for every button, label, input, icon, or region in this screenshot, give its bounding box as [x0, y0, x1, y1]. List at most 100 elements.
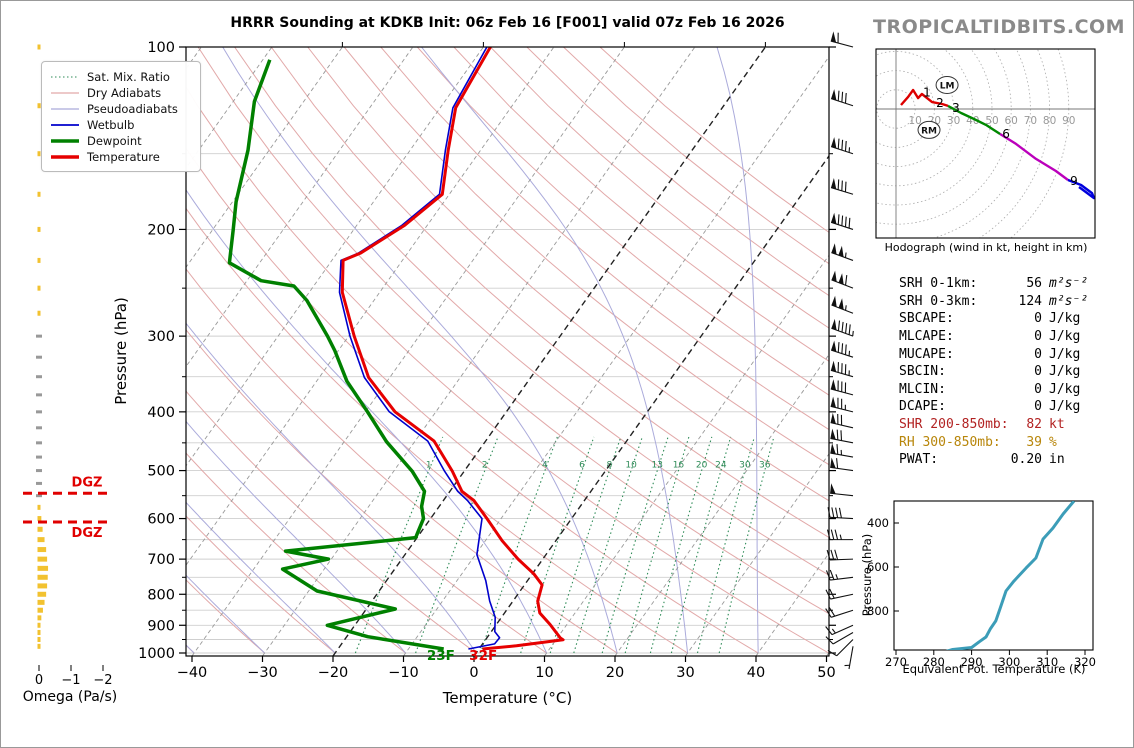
omega-bar: [37, 526, 43, 532]
wind-barb: [825, 569, 854, 581]
barb-stem: [830, 146, 854, 155]
barb-half: [835, 574, 839, 580]
temperature-tick-label: 50: [817, 665, 835, 681]
barb-full: [829, 569, 835, 580]
stat-row-mlcape: MLCAPE: 0 J/kg: [899, 328, 1101, 346]
barb-flag: [831, 340, 837, 352]
barb-flag: [831, 178, 837, 190]
dry-adiabat-line: [490, 47, 829, 329]
dry-adiabat-line: [186, 328, 547, 654]
barb-full: [845, 323, 848, 334]
wind-barb: [830, 412, 854, 429]
barb-full: [826, 549, 831, 561]
isotherm-line: [332, 47, 766, 656]
temperature-tick-label: 20: [606, 665, 624, 681]
isotherm-line: [186, 47, 555, 566]
barb-full: [841, 139, 844, 151]
stat-label: PWAT:: [899, 452, 939, 468]
mixing-ratio-line: [415, 436, 499, 654]
isotherm-line: [186, 47, 414, 368]
barb-half: [839, 534, 842, 540]
omega-zero-mark: [36, 355, 42, 359]
pseudoadiabat-line: [186, 501, 336, 654]
legend-item-pseudoadiabats: Pseudoadiabats: [50, 101, 192, 117]
dry-adiabat-line: [526, 47, 829, 297]
stat-row-sbcape: SBCAPE: 0 J/kg: [899, 310, 1101, 328]
temperature-tick-label: −40: [177, 665, 208, 681]
hodograph-ring-label: 30: [947, 115, 960, 127]
omega-bar: [37, 516, 42, 522]
hodograph-trace: [900, 88, 949, 108]
barb-flag: [838, 298, 844, 310]
wind-barb: [830, 443, 854, 458]
barb-full: [830, 529, 835, 540]
pressure-tick-label: 800: [147, 587, 175, 603]
dry-adiabat-line: [234, 47, 829, 576]
legend-label: Pseudoadiabats: [87, 102, 178, 116]
dry-adiabat-line: [380, 47, 829, 431]
stat-unit: J/kg: [1049, 311, 1081, 327]
stat-row-sbcin: SBCIN: 0 J/kg: [899, 363, 1101, 381]
stat-unit: J/kg: [1049, 364, 1081, 380]
barb-stem: [830, 388, 854, 396]
barb-stem: [829, 558, 854, 561]
barb-stem: [831, 252, 854, 261]
barb-flag: [830, 443, 836, 454]
barb-full: [829, 588, 835, 599]
stat-value: 124: [1018, 293, 1042, 309]
omega-axis-label: Omega (Pa/s): [22, 689, 118, 705]
stat-row-mlcin: MLCIN: 0 J/kg: [899, 381, 1101, 399]
wind-barb: [830, 483, 854, 497]
stat-row-dcape: DCAPE: 0 J/kg: [899, 398, 1101, 416]
pseudoadiabat-line: [716, 47, 759, 653]
dry-adiabat-line: [270, 47, 829, 539]
barb-full: [827, 507, 831, 518]
site-branding: TROPICALTIDBITS.COM: [873, 16, 1126, 38]
wind-barb: [827, 507, 854, 520]
barb-full: [827, 649, 838, 657]
surface-value-label: 32F: [469, 648, 497, 664]
omega-bar: [37, 565, 49, 571]
theta-e-curve: [945, 501, 1076, 650]
omega-zero-mark: [36, 494, 42, 498]
hodograph-trace: [1067, 178, 1095, 200]
barb-stem: [830, 405, 854, 413]
dry-adiabat-line: [343, 47, 829, 466]
omega-bar: [37, 191, 41, 197]
legend-swatch: [51, 139, 79, 143]
wind-barb: [827, 639, 854, 657]
stat-row-srh-0-3km: SRH 0-3km: 124 m²s⁻²: [899, 293, 1101, 311]
legend-label: Dry Adiabats: [87, 86, 162, 100]
omega-bar: [37, 103, 41, 109]
hodograph-trace: [947, 104, 1001, 136]
omega-zero-mark: [36, 393, 42, 397]
temperature-tick-label: 10: [535, 665, 553, 681]
pressure-tick-label: 500: [147, 464, 175, 480]
legend-label: Sat. Mix. Ratio: [87, 70, 170, 84]
barb-full: [837, 179, 840, 190]
hodograph-trace: [999, 132, 1069, 181]
barb-stem: [832, 632, 854, 645]
barb-half: [844, 305, 847, 311]
mixing-ratio-line: [520, 436, 595, 654]
omega-zero-mark: [36, 469, 42, 473]
wind-barb: [830, 360, 854, 378]
wind-barb: [826, 529, 853, 541]
hodograph-ring-label: 50: [985, 115, 998, 127]
barb-stem: [830, 98, 854, 107]
pseudoadiabat-line: [186, 189, 548, 654]
wind-barb: [830, 137, 854, 155]
stat-unit: kt: [1049, 417, 1065, 433]
barb-full: [837, 214, 840, 225]
pseudoadiabat-line: [222, 47, 618, 654]
legend-swatch: [51, 76, 79, 78]
omega-bar: [37, 556, 48, 562]
mixing-ratio-line: [479, 436, 558, 654]
pressure-tick-label: 300: [147, 329, 175, 345]
omega-bar: [37, 591, 47, 597]
mixing-ratio-label: 16: [673, 461, 685, 471]
barb-full: [841, 343, 844, 354]
legend-item-temperature: Temperature: [50, 149, 192, 165]
